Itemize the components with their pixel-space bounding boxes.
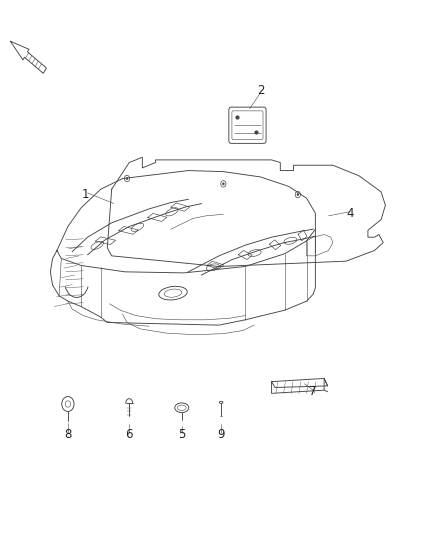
Text: 1: 1 — [81, 188, 89, 201]
Circle shape — [223, 183, 224, 185]
Text: 7: 7 — [309, 385, 317, 398]
Text: 9: 9 — [217, 428, 225, 441]
Text: 2: 2 — [257, 84, 265, 97]
Circle shape — [126, 177, 128, 180]
Text: 5: 5 — [178, 428, 185, 441]
Text: 8: 8 — [64, 428, 71, 441]
Text: 6: 6 — [125, 428, 133, 441]
Text: 4: 4 — [346, 207, 354, 220]
Circle shape — [297, 193, 299, 196]
